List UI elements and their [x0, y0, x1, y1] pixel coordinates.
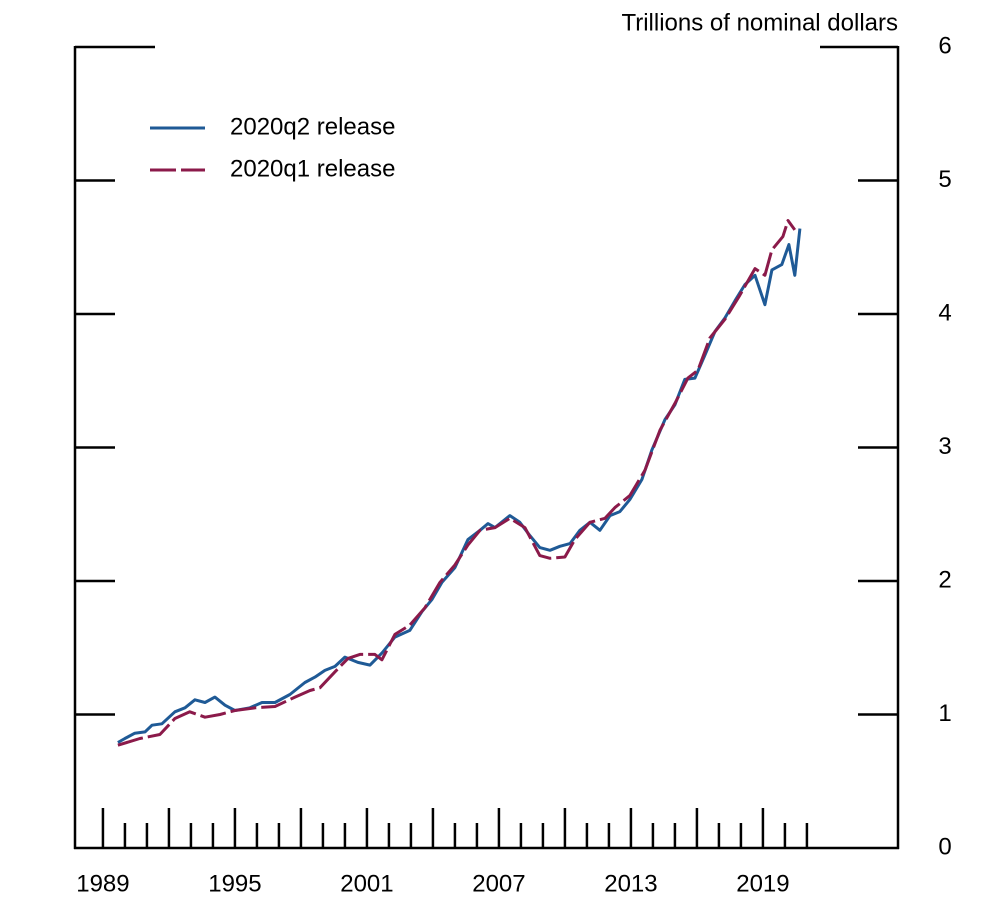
y-tick-label: 2	[938, 566, 951, 593]
x-tick-label: 2019	[736, 870, 789, 897]
series-line	[117, 219, 797, 747]
y-tick-label: 1	[938, 700, 951, 727]
y-tick-label: 6	[938, 32, 951, 59]
y-tick-label: 5	[938, 166, 951, 193]
x-tick-label: 1989	[76, 870, 129, 897]
y-tick-label: 0	[938, 833, 951, 860]
y-axis-label: Trillions of nominal dollars	[621, 9, 898, 36]
legend-label: 2020q1 release	[230, 155, 395, 182]
x-tick-label: 2001	[340, 870, 393, 897]
x-tick-label: 2007	[472, 870, 525, 897]
y-tick-label: 4	[938, 299, 951, 326]
y-tick-label: 3	[938, 433, 951, 460]
x-tick-label: 2013	[604, 870, 657, 897]
series-line	[117, 228, 802, 744]
legend-label: 2020q2 release	[230, 113, 395, 140]
x-tick-label: 1995	[208, 870, 261, 897]
